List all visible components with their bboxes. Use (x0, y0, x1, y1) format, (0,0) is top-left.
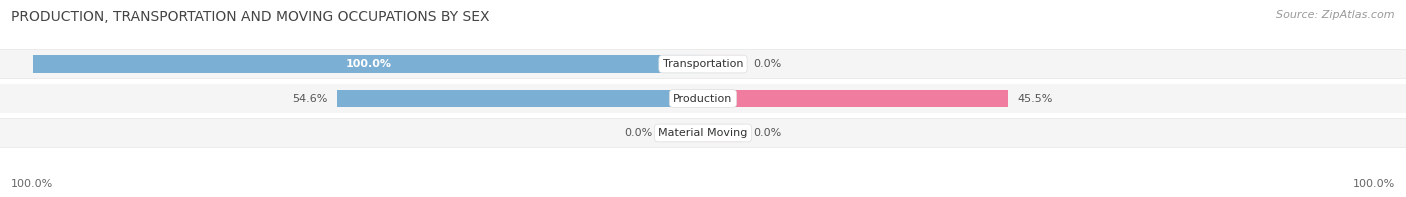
Bar (0, 84, 1406, 113)
Bar (0, 49, 1406, 79)
Text: 100.0%: 100.0% (346, 59, 391, 69)
Text: Transportation: Transportation (662, 59, 744, 69)
Text: 0.0%: 0.0% (624, 128, 652, 138)
Bar (703, 124, 744, 142)
Text: Material Moving: Material Moving (658, 128, 748, 138)
Text: Production: Production (673, 94, 733, 103)
Text: 100.0%: 100.0% (11, 179, 53, 189)
Text: 54.6%: 54.6% (292, 94, 328, 103)
Bar (703, 89, 1008, 108)
Bar (337, 89, 703, 108)
Text: 0.0%: 0.0% (754, 128, 782, 138)
Bar (0, 118, 1406, 148)
Bar (0, 119, 1406, 147)
Text: 100.0%: 100.0% (1353, 179, 1395, 189)
Text: PRODUCTION, TRANSPORTATION AND MOVING OCCUPATIONS BY SEX: PRODUCTION, TRANSPORTATION AND MOVING OC… (11, 10, 489, 24)
Bar (0, 50, 1406, 78)
Text: 45.5%: 45.5% (1018, 94, 1053, 103)
Bar (34, 55, 703, 73)
Text: 0.0%: 0.0% (754, 59, 782, 69)
Bar (662, 124, 703, 142)
Bar (703, 55, 744, 73)
Text: Source: ZipAtlas.com: Source: ZipAtlas.com (1277, 10, 1395, 20)
Bar (0, 84, 1406, 113)
